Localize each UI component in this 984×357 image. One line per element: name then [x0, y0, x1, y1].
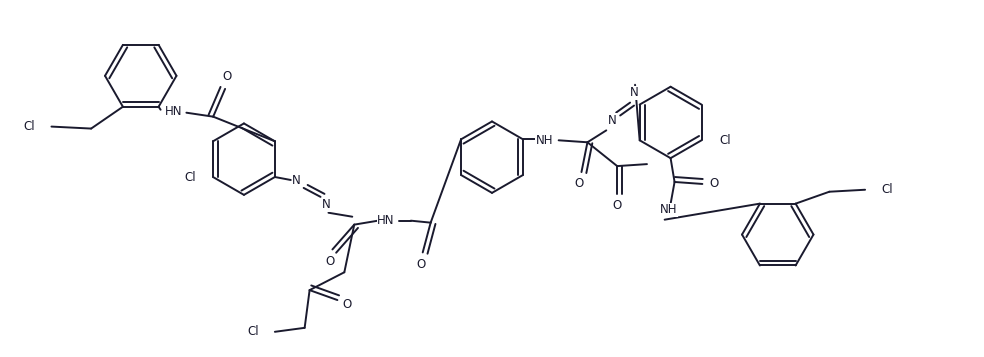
- Text: O: O: [575, 177, 584, 190]
- Text: Cl: Cl: [247, 325, 259, 338]
- Text: O: O: [342, 297, 352, 311]
- Text: O: O: [222, 70, 231, 84]
- Text: O: O: [326, 255, 336, 268]
- Text: O: O: [709, 177, 719, 190]
- Text: Cl: Cl: [719, 134, 731, 147]
- Text: O: O: [416, 258, 425, 271]
- Text: HN: HN: [164, 105, 182, 118]
- Text: HN: HN: [377, 214, 395, 227]
- Text: Cl: Cl: [881, 183, 892, 196]
- Text: Cl: Cl: [185, 171, 196, 183]
- Text: N: N: [630, 86, 639, 99]
- Text: Cl: Cl: [23, 120, 34, 133]
- Text: NH: NH: [660, 203, 677, 216]
- Text: NH: NH: [536, 134, 554, 147]
- Text: O: O: [613, 199, 622, 212]
- Text: N: N: [322, 198, 331, 211]
- Text: N: N: [292, 175, 301, 187]
- Text: N: N: [608, 114, 617, 127]
